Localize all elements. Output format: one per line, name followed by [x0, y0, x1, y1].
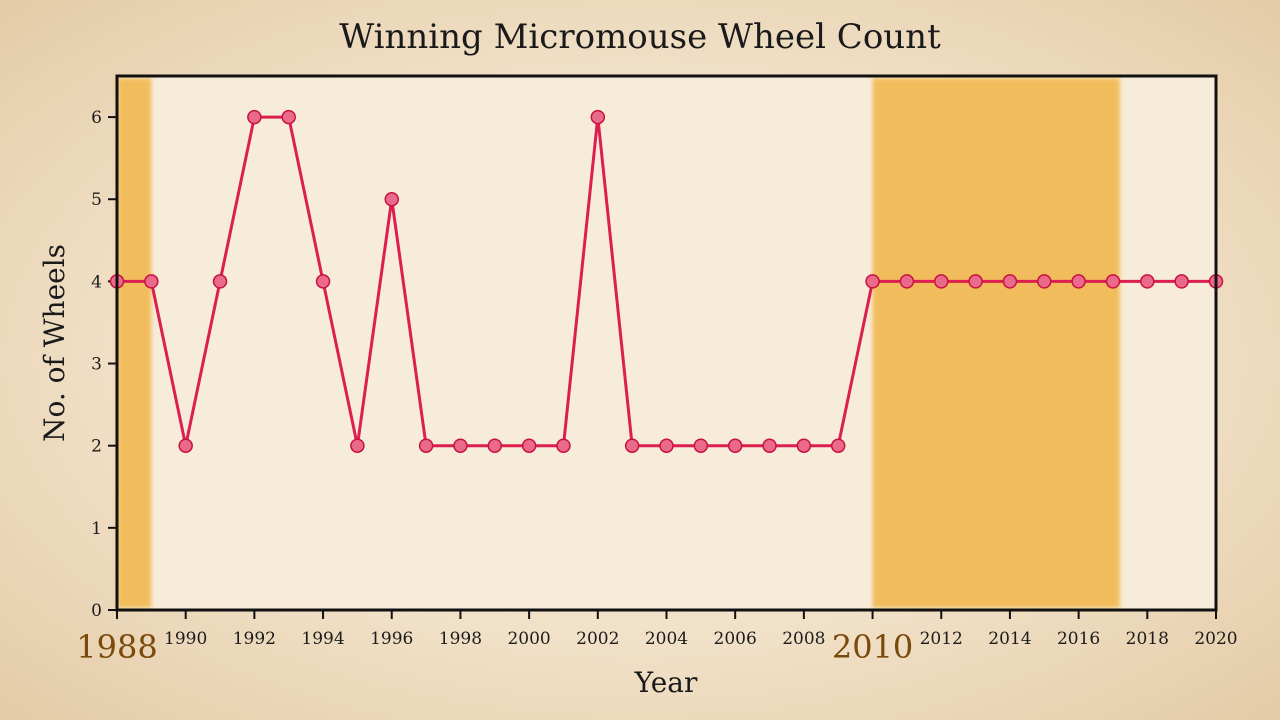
x-tick-label: 2002 [576, 629, 619, 649]
data-point-2010 [865, 274, 880, 289]
data-point-2004 [659, 438, 674, 453]
y-tick-label: 4 [91, 272, 102, 292]
x-axis-title: Year [634, 666, 698, 699]
x-tick-label: 2020 [1194, 629, 1237, 649]
x-tick-label: 1996 [370, 629, 413, 649]
data-point-1993 [281, 109, 296, 125]
data-point-2003 [624, 438, 640, 453]
data-point-2019 [1174, 274, 1189, 289]
y-tick-label: 3 [91, 355, 102, 375]
shaded-span-1 [872, 78, 1120, 608]
y-tick-label: 5 [91, 190, 102, 210]
data-point-2005 [693, 438, 709, 453]
plot-frame [115, 74, 1218, 612]
chart-title: Winning Micromouse Wheel Count [339, 17, 941, 57]
data-point-1996 [384, 191, 399, 207]
data-point-1998 [453, 438, 468, 453]
x-tick-label: 2004 [645, 629, 688, 649]
data-point-2016 [1071, 274, 1086, 289]
data-point-2012 [934, 274, 949, 289]
data-point-2008 [796, 438, 812, 453]
data-point-2006 [727, 438, 743, 453]
data-point-1997 [418, 438, 434, 453]
x-tick-label: 2014 [988, 629, 1031, 649]
shaded-span-0 [117, 78, 152, 608]
x-tick-label: 2000 [507, 629, 550, 649]
data-point-1989 [144, 274, 159, 289]
y-axis-title: No. of Wheels [38, 244, 71, 442]
x-tick-label: 1990 [164, 629, 207, 649]
data-point-1995 [350, 438, 365, 453]
highlight-year-label: 2010 [832, 628, 913, 666]
x-tick-label: 1998 [439, 629, 482, 649]
data-point-2013 [968, 274, 983, 289]
data-point-2014 [1002, 274, 1018, 289]
x-tick-label: 2018 [1126, 629, 1169, 649]
data-point-1992 [247, 109, 262, 125]
data-point-1994 [315, 274, 331, 289]
data-point-2017 [1105, 274, 1121, 289]
data-point-2015 [1037, 274, 1052, 289]
data-point-2000 [521, 438, 537, 453]
x-tick-label: 2008 [782, 629, 825, 649]
data-point-1990 [178, 438, 193, 453]
x-tick-label: 1994 [301, 629, 344, 649]
y-tick-label: 0 [91, 601, 102, 621]
highlight-year-label: 1988 [76, 628, 157, 666]
data-point-2001 [556, 438, 571, 453]
data-point-2011 [899, 274, 915, 289]
x-tick-label: 1992 [233, 629, 276, 649]
data-point-1999 [487, 438, 503, 453]
y-tick-label: 6 [91, 108, 102, 128]
data-point-2002 [590, 109, 606, 125]
data-point-2007 [762, 438, 777, 453]
data-point-2009 [830, 438, 846, 453]
x-tick-label: 2016 [1057, 629, 1100, 649]
x-tick-label: 2006 [714, 629, 757, 649]
data-point-2018 [1140, 274, 1155, 289]
y-tick-label: 1 [91, 519, 102, 539]
y-tick-label: 2 [91, 437, 102, 457]
data-point-1991 [212, 274, 228, 289]
x-tick-label: 2012 [920, 629, 963, 649]
